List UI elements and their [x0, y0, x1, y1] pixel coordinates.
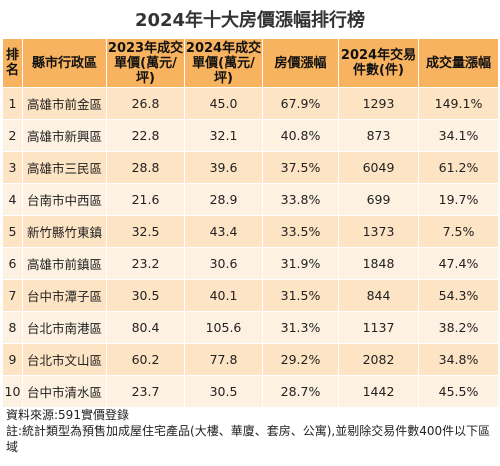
price-rise-cell: 37.5%: [262, 151, 339, 184]
price-rise-cell: 33.8%: [262, 183, 339, 216]
price-2024-cell: 77.8: [184, 343, 263, 376]
header-rank-label: 排名: [5, 48, 19, 78]
price-2023-cell: 30.5: [106, 279, 185, 312]
area-cell: 台中市潭子區: [22, 279, 107, 312]
price-2024-cell: 32.1: [184, 119, 263, 152]
trade-count-cell: 1848: [338, 247, 419, 280]
footnotes: 資料來源:591實價登錄 註:統計類型為預售加成屋住宅產品(大樓、華廈、套房、公…: [6, 407, 494, 455]
rank-cell: 8: [2, 311, 23, 344]
area-cell: 高雄市三民區: [22, 151, 107, 184]
price-2023-cell: 60.2: [106, 343, 185, 376]
header-trade-count-label: 2024年交易件數(件): [340, 48, 417, 78]
price-2024-cell: 39.6: [184, 151, 263, 184]
header-area: 縣市行政區: [22, 38, 107, 88]
table-row: 6 高雄市前鎮區 23.2 30.6 31.9% 1848 47.4%: [2, 247, 499, 280]
table-body: 1 高雄市前金區 26.8 45.0 67.9% 1293 149.1% 2 高雄市新興區 22.…: [2, 87, 499, 408]
header-rank: 排名: [2, 38, 23, 88]
header-price-2024-label: 2024年成交單價(萬元/坪): [185, 40, 262, 86]
rank-cell: 1: [2, 87, 23, 120]
table-row: 7 台中市潭子區 30.5 40.1 31.5% 844 54.3%: [2, 279, 499, 312]
area-cell: 高雄市前鎮區: [22, 247, 107, 280]
price-2023-cell: 32.5: [106, 215, 185, 248]
rank-cell: 3: [2, 151, 23, 184]
volume-rise-cell: 34.1%: [418, 119, 499, 152]
trade-count-cell: 1442: [338, 375, 419, 408]
volume-rise-cell: 47.4%: [418, 247, 499, 280]
price-2023-cell: 23.7: [106, 375, 185, 408]
price-2023-cell: 21.6: [106, 183, 185, 216]
table-row: 1 高雄市前金區 26.8 45.0 67.9% 1293 149.1%: [2, 87, 499, 120]
area-cell: 高雄市新興區: [22, 119, 107, 152]
price-rise-cell: 33.5%: [262, 215, 339, 248]
trade-count-cell: 1293: [338, 87, 419, 120]
table-row: 3 高雄市三民區 28.8 39.6 37.5% 6049 61.2%: [2, 151, 499, 184]
price-rise-cell: 31.9%: [262, 247, 339, 280]
price-2023-cell: 22.8: [106, 119, 185, 152]
area-cell: 台中市清水區: [22, 375, 107, 408]
price-2024-cell: 45.0: [184, 87, 263, 120]
volume-rise-cell: 19.7%: [418, 183, 499, 216]
price-2024-cell: 28.9: [184, 183, 263, 216]
table-row: 4 台南市中西區 21.6 28.9 33.8% 699 19.7%: [2, 183, 499, 216]
volume-rise-cell: 54.3%: [418, 279, 499, 312]
page-title: 2024年十大房價漲幅排行榜: [134, 10, 366, 31]
trade-count-cell: 1373: [338, 215, 419, 248]
price-2024-cell: 30.5: [184, 375, 263, 408]
price-2024-cell: 43.4: [184, 215, 263, 248]
ranking-table: 排名 縣市行政區 2023年成交單價(萬元/坪) 2024年成交單價(萬元/坪)…: [2, 38, 499, 408]
header-trade-count: 2024年交易件數(件): [338, 38, 419, 88]
trade-count-cell: 844: [338, 279, 419, 312]
price-rise-cell: 31.3%: [262, 311, 339, 344]
table-row: 10 台中市清水區 23.7 30.5 28.7% 1442 45.5%: [2, 375, 499, 408]
rank-cell: 4: [2, 183, 23, 216]
price-rise-cell: 28.7%: [262, 375, 339, 408]
rank-cell: 6: [2, 247, 23, 280]
trade-count-cell: 699: [338, 183, 419, 216]
table-row: 8 台北市南港區 80.4 105.6 31.3% 1137 38.2%: [2, 311, 499, 344]
rank-cell: 7: [2, 279, 23, 312]
rank-cell: 10: [2, 375, 23, 408]
price-rise-cell: 29.2%: [262, 343, 339, 376]
price-2024-cell: 30.6: [184, 247, 263, 280]
table-row: 2 高雄市新興區 22.8 32.1 40.8% 873 34.1%: [2, 119, 499, 152]
header-price-2023-label: 2023年成交單價(萬元/坪): [107, 40, 184, 86]
rank-cell: 5: [2, 215, 23, 248]
rank-cell: 2: [2, 119, 23, 152]
volume-rise-cell: 61.2%: [418, 151, 499, 184]
volume-rise-cell: 149.1%: [418, 87, 499, 120]
header-volume-rise: 成交量漲幅: [418, 38, 499, 88]
price-2024-cell: 105.6: [184, 311, 263, 344]
price-rise-cell: 31.5%: [262, 279, 339, 312]
price-2023-cell: 26.8: [106, 87, 185, 120]
area-cell: 台南市中西區: [22, 183, 107, 216]
price-2024-cell: 40.1: [184, 279, 263, 312]
volume-rise-cell: 45.5%: [418, 375, 499, 408]
trade-count-cell: 873: [338, 119, 419, 152]
price-2023-cell: 23.2: [106, 247, 185, 280]
header-price-rise: 房價漲幅: [262, 38, 339, 88]
volume-rise-cell: 38.2%: [418, 311, 499, 344]
trade-count-cell: 1137: [338, 311, 419, 344]
volume-rise-cell: 7.5%: [418, 215, 499, 248]
source-note: 資料來源:591實價登錄: [6, 408, 129, 422]
trade-count-cell: 2082: [338, 343, 419, 376]
area-cell: 新竹縣竹東鎮: [22, 215, 107, 248]
price-rise-cell: 67.9%: [262, 87, 339, 120]
rank-cell: 9: [2, 343, 23, 376]
table-row: 9 台北市文山區 60.2 77.8 29.2% 2082 34.8%: [2, 343, 499, 376]
area-cell: 台北市文山區: [22, 343, 107, 376]
header-price-2023: 2023年成交單價(萬元/坪): [106, 38, 185, 88]
volume-rise-cell: 34.8%: [418, 343, 499, 376]
price-2023-cell: 28.8: [106, 151, 185, 184]
trade-count-cell: 6049: [338, 151, 419, 184]
stat-note: 註:統計類型為預售加成屋住宅產品(大樓、華廈、套房、公寓),並剔除交易件數400…: [6, 424, 491, 454]
price-2023-cell: 80.4: [106, 311, 185, 344]
area-cell: 台北市南港區: [22, 311, 107, 344]
header-price-2024: 2024年成交單價(萬元/坪): [184, 38, 263, 88]
area-cell: 高雄市前金區: [22, 87, 107, 120]
price-rise-cell: 40.8%: [262, 119, 339, 152]
table-row: 5 新竹縣竹東鎮 32.5 43.4 33.5% 1373 7.5%: [2, 215, 499, 248]
header-row: 排名 縣市行政區 2023年成交單價(萬元/坪) 2024年成交單價(萬元/坪)…: [2, 38, 499, 88]
